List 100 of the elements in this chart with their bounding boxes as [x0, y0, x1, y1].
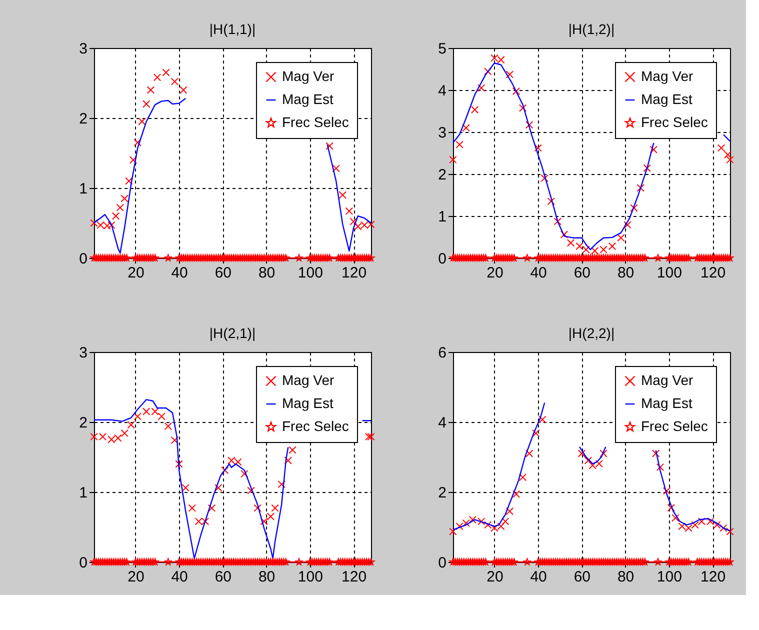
point — [350, 218, 358, 226]
legend-label: Mag Est — [641, 91, 692, 107]
point — [662, 487, 671, 495]
point — [247, 486, 255, 494]
y-tick-label: 0 — [438, 250, 446, 268]
point — [656, 463, 664, 472]
point — [284, 456, 292, 464]
point — [624, 220, 632, 229]
point — [484, 68, 492, 76]
point — [636, 184, 644, 192]
point — [525, 121, 534, 129]
y-tick-label: 2 — [79, 110, 88, 128]
x-tick-label: 100 — [298, 264, 323, 282]
point — [338, 191, 346, 199]
point — [180, 86, 188, 94]
legend-label: Mag Est — [641, 395, 692, 411]
point — [713, 521, 721, 529]
x-tick-label: 100 — [656, 568, 682, 586]
point — [214, 484, 222, 492]
y-tick-label: 4 — [438, 414, 446, 432]
point — [326, 142, 334, 150]
x-tick-label: 40 — [171, 568, 188, 586]
point — [266, 512, 275, 520]
y-tick-label: 2 — [79, 414, 88, 432]
point — [512, 87, 520, 96]
point — [221, 466, 229, 474]
y-tick-label: 2 — [438, 166, 446, 184]
point — [506, 507, 514, 516]
point — [532, 429, 540, 438]
point — [260, 518, 268, 526]
y-tick-label: 3 — [79, 40, 88, 58]
x-tick-label: 120 — [342, 264, 367, 282]
point — [142, 100, 150, 108]
point — [182, 484, 190, 492]
point — [449, 528, 457, 536]
point — [720, 524, 728, 532]
x-tick-label: 20 — [128, 264, 144, 282]
point — [153, 74, 162, 82]
point — [164, 422, 172, 430]
point — [175, 460, 183, 468]
point — [367, 432, 375, 441]
point — [332, 164, 340, 172]
x-tick-label: 20 — [128, 568, 144, 586]
point — [112, 212, 120, 220]
point — [170, 78, 179, 86]
point — [484, 521, 492, 529]
legend-label: Mag Ver — [641, 372, 694, 388]
x-tick-label: 40 — [530, 568, 547, 586]
point — [643, 164, 651, 172]
point — [726, 156, 734, 164]
y-tick-label: 0 — [79, 250, 88, 268]
x-tick-label: 60 — [574, 568, 591, 586]
point — [462, 519, 470, 528]
x-tick-label: 100 — [656, 264, 682, 282]
point — [650, 146, 658, 154]
point — [138, 118, 146, 126]
point — [120, 194, 128, 202]
point — [547, 197, 556, 206]
x-tick-label: 80 — [617, 264, 634, 282]
legend-label: Frec Selec — [641, 114, 708, 130]
chart-title: |H(1,2)| — [568, 21, 615, 37]
y-tick-label: 4 — [438, 82, 446, 100]
point — [271, 504, 279, 512]
chart-title: |H(2,1)| — [209, 325, 256, 341]
point — [534, 144, 542, 152]
point — [630, 204, 638, 212]
legend-label: Frec Selec — [282, 114, 349, 130]
x-tick-label: 80 — [258, 264, 276, 282]
y-tick-label: 0 — [438, 554, 446, 572]
legend-label: Mag Est — [282, 91, 334, 107]
chart-title: |H(1,1)| — [209, 21, 256, 37]
point — [158, 412, 166, 420]
point — [691, 521, 699, 529]
point — [717, 144, 726, 152]
point — [462, 124, 470, 132]
x-tick-label: 60 — [574, 264, 591, 282]
point — [254, 504, 262, 512]
point — [345, 207, 354, 215]
point — [578, 450, 586, 458]
point — [667, 504, 675, 512]
point — [240, 470, 248, 478]
point — [120, 429, 128, 438]
x-tick-label: 80 — [617, 568, 634, 586]
x-tick-label: 100 — [298, 568, 323, 586]
point — [449, 156, 457, 164]
x-tick-label: 20 — [486, 568, 504, 586]
point — [278, 480, 286, 488]
point — [501, 518, 510, 526]
point — [125, 177, 133, 185]
y-tick-label: 6 — [438, 344, 446, 362]
point — [456, 522, 464, 530]
point — [538, 416, 546, 424]
point — [566, 239, 575, 247]
x-tick-label: 80 — [258, 568, 276, 586]
point — [560, 230, 568, 238]
point — [617, 234, 625, 242]
y-tick-label: 1 — [79, 180, 88, 198]
point — [726, 528, 734, 536]
point — [127, 420, 135, 429]
x-tick-label: 60 — [214, 264, 232, 282]
